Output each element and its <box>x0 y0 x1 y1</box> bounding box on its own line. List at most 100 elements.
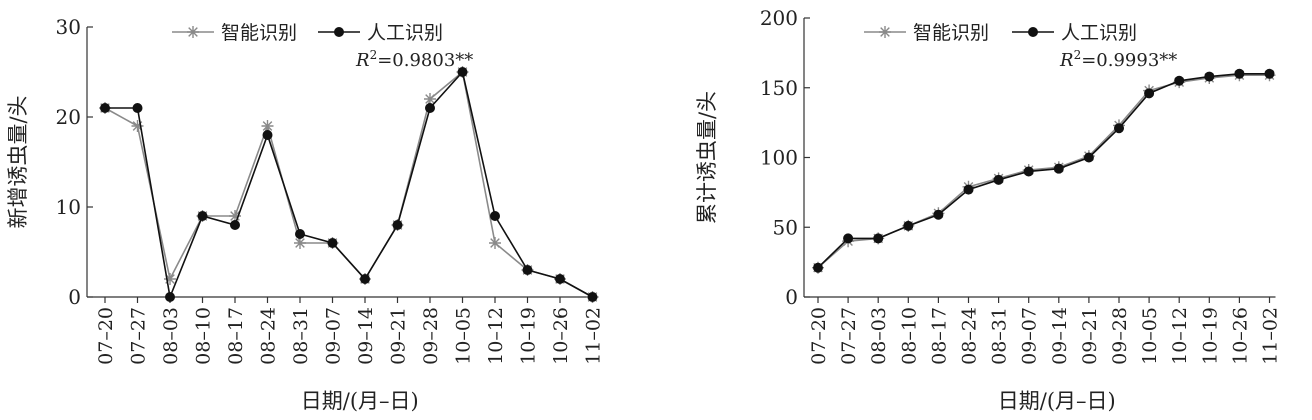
c0-x-tick-label-6: 08–31 <box>290 307 312 365</box>
c1-y-tick-label-100: 100 <box>760 146 798 170</box>
c0-x-tick-label-5: 08–24 <box>258 307 280 365</box>
c1-series-1-point-2 <box>873 233 884 244</box>
c0-x-tick-label-15: 11–02 <box>583 307 605 365</box>
c1-x-tick-label-1: 07–27 <box>838 307 860 365</box>
c1-series-1-point-3 <box>903 220 914 231</box>
c0-r2-superscript: 2 <box>370 48 378 62</box>
c1-series-line-1 <box>817 73 1270 269</box>
c0-x-tick-label-2: 08–03 <box>160 307 182 365</box>
c1-series-1-point-10 <box>1114 123 1124 134</box>
c0-series-1-point-2 <box>165 292 175 302</box>
c0-x-tick-label-0: 07–20 <box>95 307 117 365</box>
c0-series-1-point-15 <box>587 292 598 302</box>
c0-series-1-point-5 <box>262 130 273 140</box>
c0-x-tick-label-8: 09–14 <box>355 307 377 365</box>
c1-series-line-0 <box>817 74 1270 269</box>
c0-series-0-point-6 <box>294 237 306 249</box>
c1-x-tick-label-0: 07–20 <box>808 307 830 365</box>
c0-y-tick-label-20: 20 <box>56 105 81 129</box>
c0-x-tick-label-1: 07–27 <box>128 307 150 365</box>
c0-series-0-point-12 <box>489 237 501 249</box>
c1-series-1-point-6 <box>993 174 1004 185</box>
c1-series-1-point-15 <box>1264 68 1275 79</box>
c0-y-tick-label-30: 30 <box>56 15 81 39</box>
c0-series-0-point-4 <box>229 210 241 222</box>
c1-r2-symbol: R <box>1059 50 1074 71</box>
chart-left-panel: 0 10 20 30 07–20 07–27 08–03 08–10 08–17 08–24 08–… <box>6 15 605 413</box>
c1-y-tick-label-200: 200 <box>760 6 798 30</box>
c1-series-1-point-14 <box>1234 68 1245 79</box>
c1-x-tick-label-8: 09–14 <box>1049 307 1071 365</box>
c1-x-tick-label-2: 08–03 <box>868 307 890 365</box>
c1-x-tick-label-9: 09–21 <box>1079 307 1101 365</box>
c1-x-axis-title: 日期/(月–日) <box>998 389 1116 413</box>
c0-x-tick-label-3: 08–10 <box>193 307 215 365</box>
c1-y-axis-title: 累计诱虫量/头 <box>695 91 719 224</box>
c0-series-1-point-7 <box>327 238 338 248</box>
c1-legend-marker-1 <box>1028 27 1038 37</box>
c0-series-0-point-2 <box>164 273 176 285</box>
c0-x-tick-label-14: 10–26 <box>550 307 572 365</box>
c0-series-1-point-0 <box>100 103 110 113</box>
c1-y-tick-label-0: 0 <box>785 285 798 309</box>
c0-series-0-point-10 <box>424 93 436 105</box>
c0-series-1-point-13 <box>522 265 533 275</box>
c0-series-1-point-11 <box>457 67 468 77</box>
c0-x-tick-label-12: 10–12 <box>485 307 507 365</box>
c1-r2-superscript: 2 <box>1074 48 1082 62</box>
c0-series-1-point-14 <box>555 274 565 284</box>
c1-x-tick-label-3: 08–10 <box>898 307 920 365</box>
c1-x-tick-label-15: 11–02 <box>1260 307 1282 365</box>
c0-x-tick-label-11: 10–05 <box>453 307 475 365</box>
c0-r2-annotation: R2=0.9803** <box>355 48 473 71</box>
c0-series-1-point-4 <box>230 220 240 230</box>
c1-x-tick-label-12: 10–12 <box>1169 307 1191 365</box>
c1-x-tick-label-11: 10–05 <box>1139 307 1161 365</box>
c1-series-1-point-8 <box>1053 163 1064 174</box>
c0-series-1-point-3 <box>197 211 208 221</box>
c0-x-tick-label-13: 10–19 <box>518 307 540 365</box>
c1-x-tick-label-7: 09–07 <box>1019 307 1041 365</box>
c0-series-1-point-9 <box>392 220 403 230</box>
c0-y-tick-label-10: 10 <box>56 195 81 219</box>
c1-y-tick-label-150: 150 <box>760 76 798 100</box>
c0-r2-symbol: R <box>355 50 370 71</box>
c1-series-1-point-0 <box>813 262 823 273</box>
c0-legend-label-0: 智能识别 <box>221 22 297 44</box>
c0-series-1-point-1 <box>132 103 143 113</box>
c0-x-tick-label-4: 08–17 <box>225 307 247 365</box>
c1-series-1-point-5 <box>963 184 974 195</box>
c0-series-0-point-5 <box>261 120 274 132</box>
c0-legend-label-1: 人工识别 <box>367 22 443 44</box>
c1-series-1-point-11 <box>1144 88 1155 99</box>
c0-series-1-point-10 <box>425 103 435 113</box>
c0-x-axis-title: 日期/(月–日) <box>301 389 419 413</box>
c0-x-tick-label-10: 09–28 <box>420 307 442 365</box>
c0-y-axis-title: 新增诱虫量/头 <box>6 95 30 228</box>
c1-series-1-point-7 <box>1023 166 1034 177</box>
c1-series-1-point-13 <box>1204 71 1215 82</box>
c0-series-line-0 <box>104 70 593 298</box>
c1-series-1-point-1 <box>843 233 854 244</box>
c1-x-tick-label-13: 10–19 <box>1199 307 1221 365</box>
c1-x-tick-label-5: 08–24 <box>959 307 981 365</box>
c0-legend-marker-0 <box>187 26 199 38</box>
c0-legend-marker-1 <box>334 27 344 37</box>
c0-y-tick-label-0: 0 <box>68 285 81 309</box>
c1-x-tick-label-6: 08–31 <box>989 307 1011 365</box>
chart-new-catches: 0 10 20 30 07–20 07–27 08–03 08–10 08–17 08–24 08–… <box>6 15 605 413</box>
c0-series-0-point-1 <box>131 120 144 132</box>
c1-x-tick-label-10: 09–28 <box>1109 307 1131 365</box>
c1-legend-label-1: 人工识别 <box>1061 22 1137 44</box>
c1-series-1-point-12 <box>1174 75 1185 86</box>
c0-x-tick-label-7: 09–07 <box>323 307 345 365</box>
c1-r2-annotation: R2=0.9993** <box>1059 48 1177 71</box>
c1-series-1-point-4 <box>933 209 944 220</box>
c1-r2-value: =0.9993** <box>1081 50 1177 71</box>
c1-legend-marker-0 <box>879 26 891 38</box>
c0-series-line-1 <box>105 70 593 300</box>
c1-series-1-point-9 <box>1083 152 1094 163</box>
c1-x-tick-label-14: 10–26 <box>1229 307 1251 365</box>
c0-series-1-point-12 <box>490 211 500 221</box>
c0-series-1-point-8 <box>360 274 370 284</box>
